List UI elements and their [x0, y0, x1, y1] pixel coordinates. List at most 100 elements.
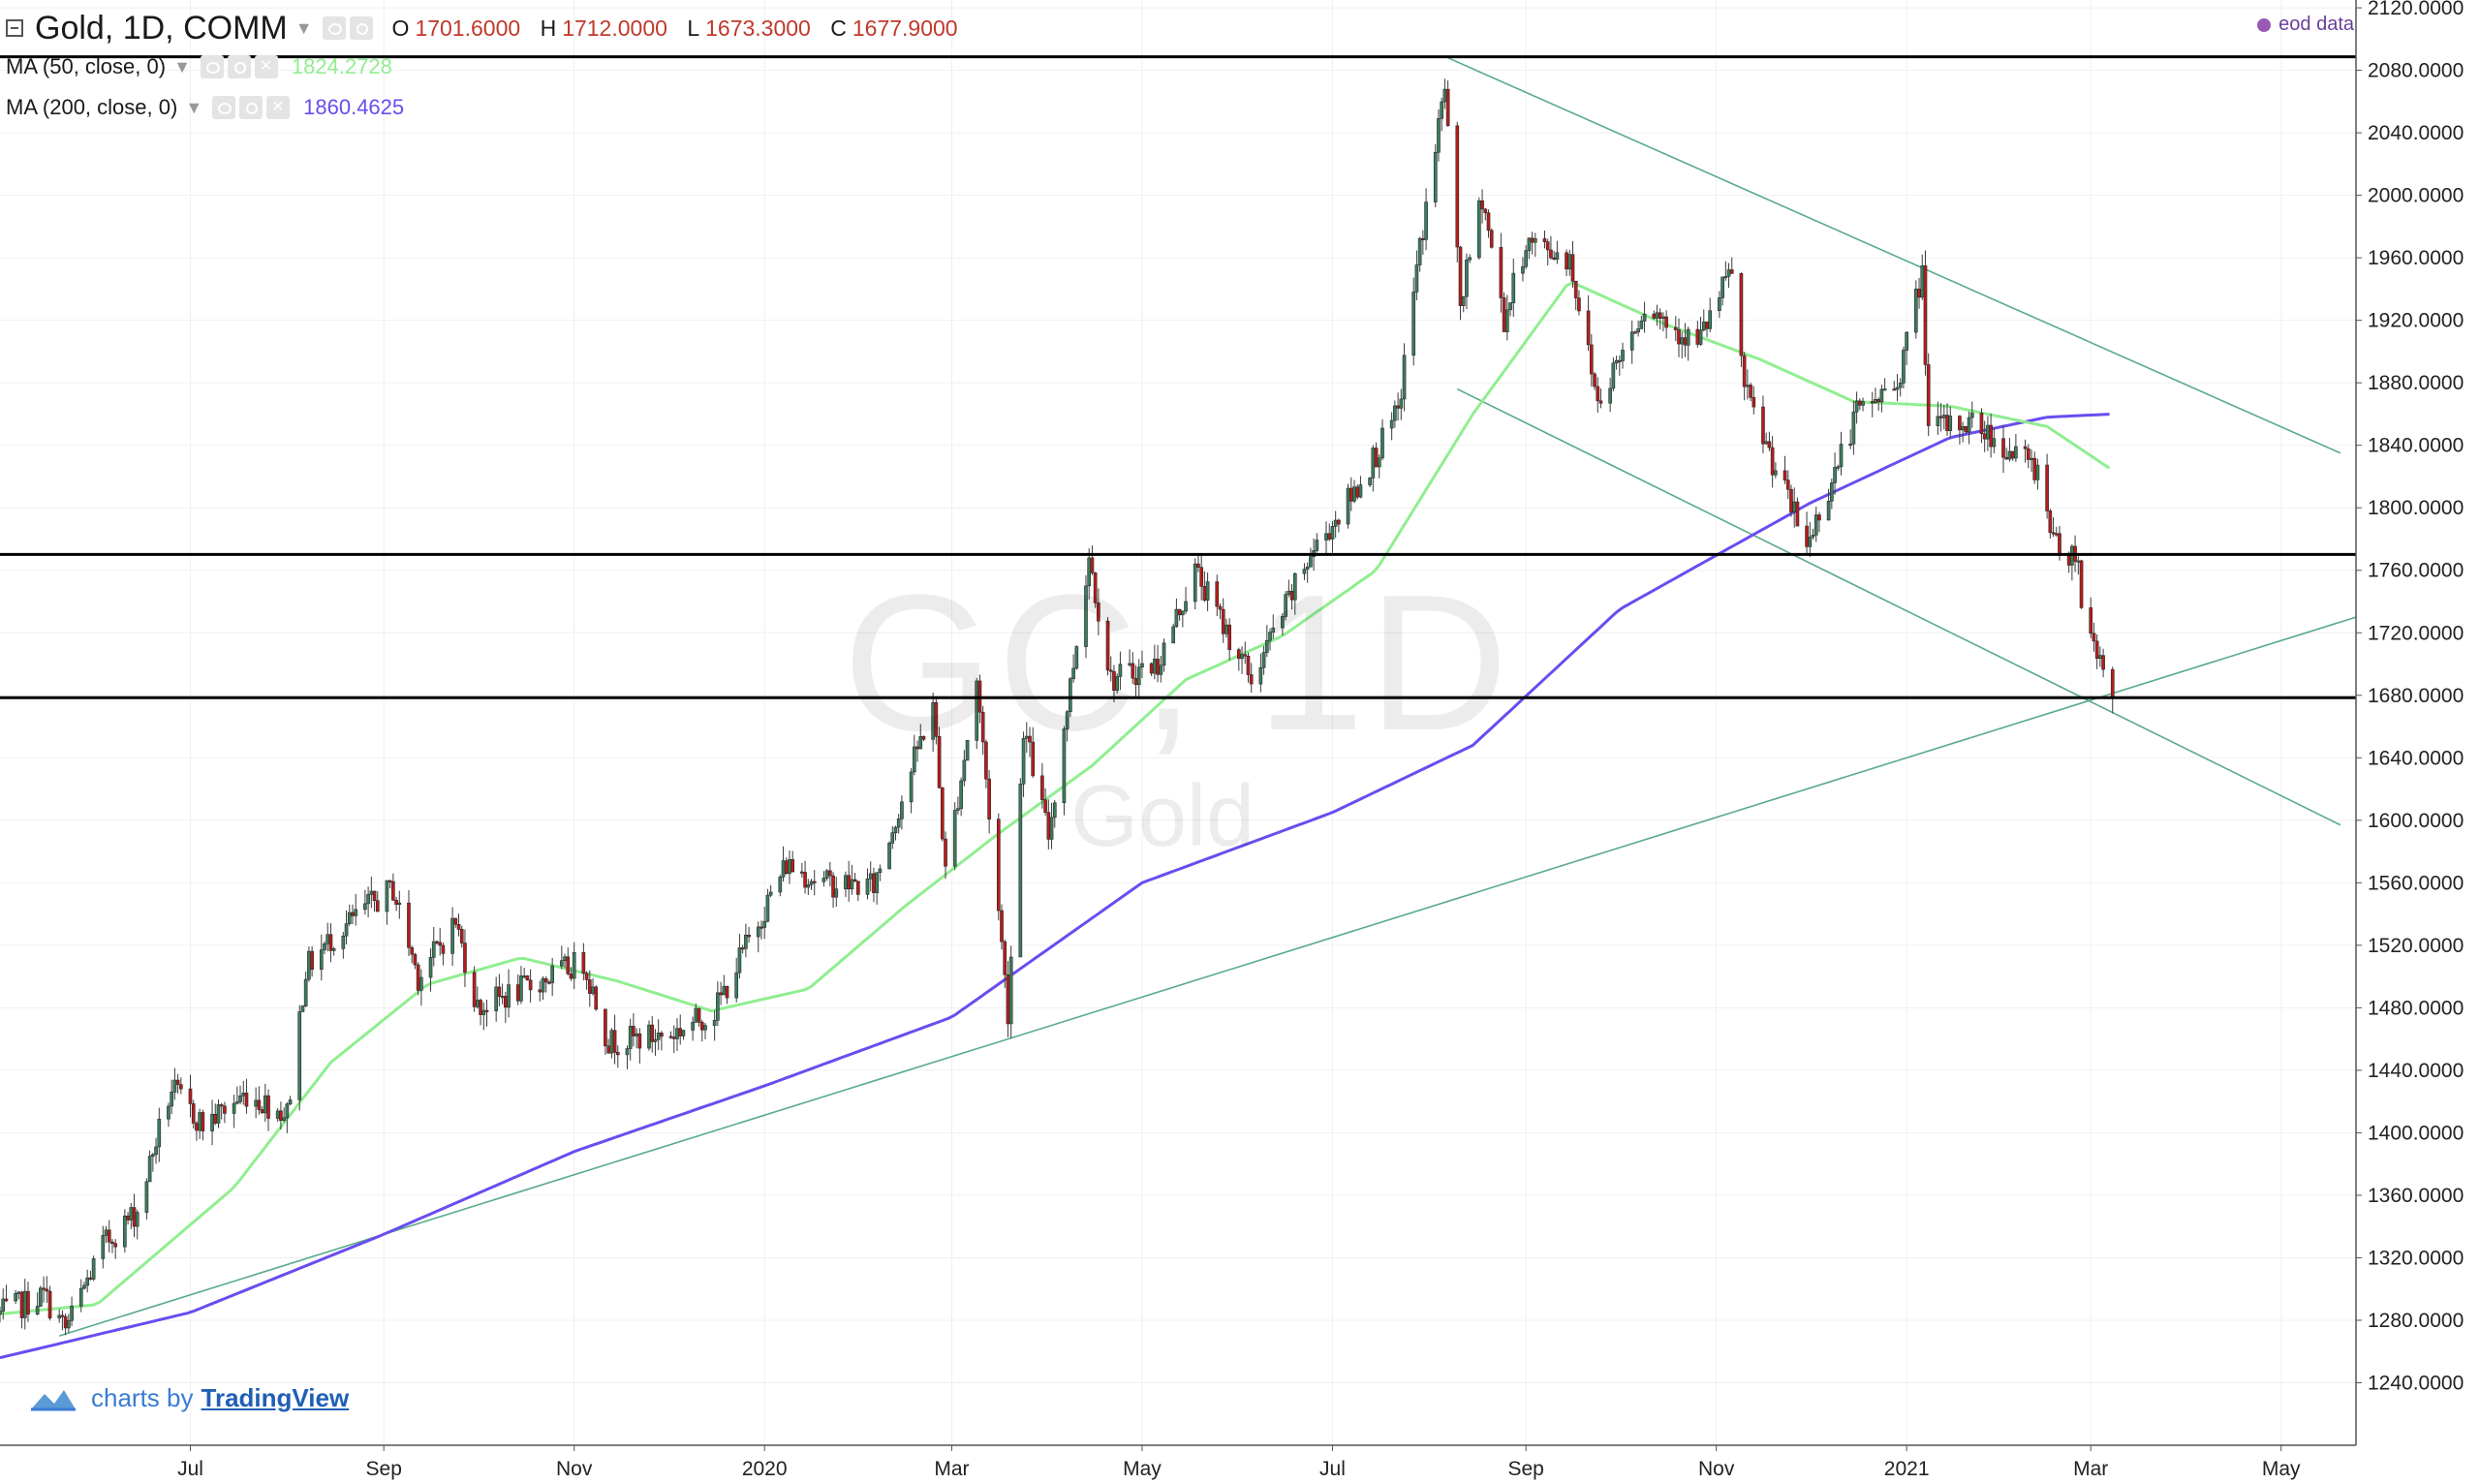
candle-body — [584, 973, 589, 980]
gear-icon[interactable] — [227, 55, 251, 78]
candle-body — [563, 956, 567, 962]
candle-body — [1174, 608, 1179, 628]
price-tick-label: 2040.0000 — [2368, 122, 2464, 144]
candle-body — [323, 943, 326, 950]
candle-body — [1718, 297, 1721, 312]
time-tick-label: Sep — [366, 1458, 402, 1480]
candle-body — [1049, 817, 1054, 840]
candle-body — [1486, 212, 1491, 232]
candle-body — [4, 1298, 9, 1302]
legend-ma50-row: MA (50, close, 0) ▼ 1824.2728 — [6, 50, 392, 83]
candle-body — [887, 843, 891, 870]
candle-body — [135, 1212, 140, 1227]
eye-icon[interactable] — [212, 96, 236, 119]
candle-body — [351, 912, 355, 916]
time-tick-label: Nov — [1698, 1458, 1735, 1480]
candle-body — [191, 1103, 196, 1124]
candle-body — [604, 1008, 607, 1047]
candle-body — [1708, 310, 1713, 329]
candle-body — [1695, 328, 1700, 345]
candle-body — [481, 1009, 486, 1015]
candle-body — [515, 984, 520, 1002]
candle-body — [431, 941, 436, 958]
candle-body — [653, 1038, 658, 1042]
close-label: C — [830, 15, 847, 41]
close-icon[interactable] — [266, 96, 291, 119]
candle-body — [1065, 711, 1070, 729]
candle-body — [2026, 448, 2030, 460]
candle-body — [2045, 464, 2049, 511]
candle-body — [1205, 581, 1210, 601]
eye-icon[interactable] — [200, 55, 224, 78]
candle-body — [1596, 386, 1600, 402]
candle-body — [1399, 398, 1404, 409]
candle-body — [476, 1000, 480, 1007]
ma200-line — [0, 413, 2110, 1360]
price-axis-panel — [2356, 0, 2480, 1484]
branding-link[interactable]: TradingView — [201, 1383, 350, 1412]
ma50-label[interactable]: MA (50, close, 0) — [6, 54, 167, 78]
candle-body — [1851, 411, 1856, 445]
candle-body — [996, 819, 1001, 912]
candle-body — [834, 888, 839, 898]
candle-body — [875, 872, 879, 893]
candle-body — [1629, 331, 1634, 351]
candle-body — [132, 1207, 137, 1227]
candle-body — [354, 909, 358, 916]
candle-body — [484, 1009, 489, 1012]
candle-body — [675, 1028, 679, 1039]
candle-body — [1240, 654, 1244, 660]
candle-body — [450, 917, 454, 954]
candle-body — [1461, 295, 1466, 306]
candle-body — [918, 736, 923, 750]
candle-body — [1570, 254, 1575, 282]
eye-icon[interactable] — [322, 16, 346, 40]
candle-body — [647, 1024, 651, 1049]
candle-body — [934, 701, 939, 737]
candle-body — [1549, 249, 1553, 259]
candle-body — [101, 1235, 106, 1259]
candle-body — [1440, 101, 1444, 119]
candle-body — [2032, 457, 2037, 480]
collapse-icon[interactable] — [6, 19, 23, 37]
candle-body — [868, 873, 873, 880]
data-source-badge[interactable]: eod data — [2257, 14, 2354, 36]
candle-body — [175, 1079, 180, 1085]
candle-body — [784, 860, 789, 875]
candle-body — [1586, 310, 1591, 346]
chevron-down-icon[interactable]: ▼ — [173, 56, 191, 77]
chevron-down-icon[interactable]: ▼ — [185, 97, 203, 117]
chevron-down-icon[interactable]: ▼ — [294, 17, 313, 38]
candle-body — [1261, 652, 1266, 668]
price-tick-label: 1520.0000 — [2368, 935, 2464, 957]
candle-body — [372, 890, 377, 901]
candle-body — [1352, 486, 1356, 502]
price-tick-label: 1800.0000 — [2368, 497, 2464, 519]
gear-icon[interactable] — [239, 96, 264, 119]
candle-body — [1455, 125, 1460, 248]
trend-line — [58, 616, 2357, 1337]
candle-body — [1969, 413, 1974, 418]
candle-body — [921, 736, 926, 740]
candle-body — [1000, 910, 1004, 943]
ma200-label[interactable]: MA (200, close, 0) — [6, 95, 178, 119]
candle-body — [760, 926, 763, 929]
ohlc-values: O 1701.6000 H 1712.0000 L 1673.3000 C 1677.9… — [392, 15, 972, 42]
candle-body — [547, 981, 551, 984]
candle-body — [1093, 572, 1098, 603]
candle-body — [650, 1024, 655, 1042]
close-icon[interactable] — [254, 55, 278, 78]
watermark-name: Gold — [1070, 768, 1256, 865]
candle-body — [581, 951, 586, 974]
candle-body — [1052, 802, 1057, 819]
tradingview-branding[interactable]: charts by TradingView — [27, 1383, 349, 1413]
candle-body — [413, 953, 418, 966]
candle-body — [2076, 560, 2081, 563]
symbol-title[interactable]: Gold, 1D, COMM — [35, 9, 288, 46]
time-tick-label: May — [2262, 1458, 2301, 1480]
candle-body — [1411, 292, 1416, 356]
gear-icon[interactable] — [349, 16, 373, 40]
candle-body — [2035, 464, 2040, 480]
candle-body — [1961, 425, 1965, 431]
